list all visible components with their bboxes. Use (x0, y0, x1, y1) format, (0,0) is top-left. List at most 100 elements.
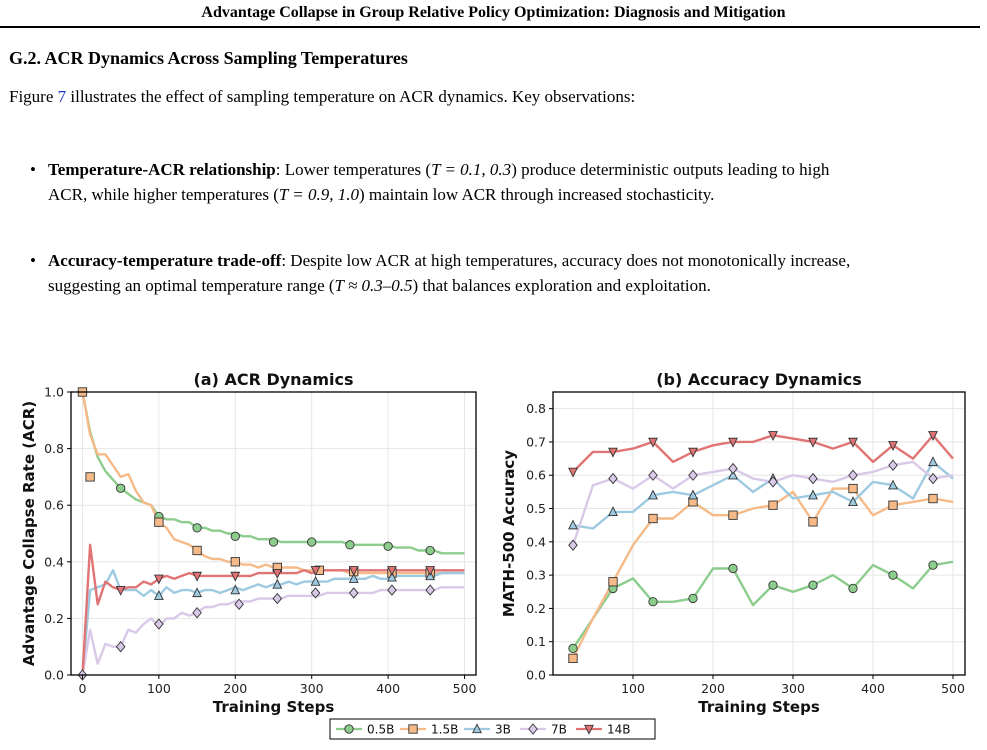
y-tick-label: 0.3 (526, 568, 546, 583)
bullet-math: T = 0.9, 1.0 (278, 185, 359, 204)
legend-label: 3B (495, 723, 511, 737)
bullet-label: Temperature-ACR relationship (48, 160, 276, 179)
data-point-1.5B (768, 500, 778, 510)
series-line-0.5B (81, 392, 465, 555)
bullet-math: T = 0.1, 0.3 (431, 160, 512, 179)
data-point-14B (192, 571, 203, 582)
bullet-text: suggesting an optimal temperature range … (48, 276, 335, 295)
y-tick-label: 0.4 (526, 534, 546, 549)
data-point-0.5B (848, 583, 858, 594)
series-line-3B (81, 569, 465, 675)
data-point-3B (728, 469, 738, 480)
series-lines (571, 434, 954, 659)
data-point-7B (768, 476, 778, 488)
data-point-3B (808, 489, 818, 500)
x-tick-label: 200 (701, 681, 725, 696)
data-point-14B (888, 441, 898, 451)
bullet-dot-icon: • (30, 160, 36, 179)
data-point-1.5B (808, 517, 818, 527)
bullet-text: ACR, while higher temperatures ( (48, 185, 279, 204)
data-point-7B (888, 459, 898, 471)
legend-marker (528, 723, 538, 735)
acr-dynamics-chart: 0 100 200 300 400 500 0.0 0.2 0.4 0.6 0.8 1.0 (a) AC… (20, 370, 477, 716)
x-tick-label: 300 (781, 681, 805, 696)
data-point-3B (608, 506, 618, 517)
data-point-14B (272, 568, 283, 579)
data-point-3B (153, 590, 164, 600)
data-point-7B (848, 469, 858, 481)
data-point-7B (272, 592, 283, 605)
data-point-14B (928, 431, 938, 441)
data-point-1.5B (230, 557, 240, 567)
data-point-1.5B (568, 653, 578, 664)
y-tick-label: 0.1 (526, 634, 546, 649)
data-point-0.5B (425, 545, 435, 556)
x-tick-label: 500 (941, 681, 965, 696)
data-point-1.5B (192, 545, 202, 556)
data-point-1.5B (848, 483, 858, 494)
data-point-0.5B (230, 531, 240, 541)
data-point-3B (928, 456, 938, 467)
legend-label: 7B (551, 723, 567, 737)
figure-ref-link[interactable]: 7 (57, 87, 67, 106)
data-point-7B (425, 584, 435, 596)
data-point-14B (688, 447, 698, 458)
data-point-0.5B (268, 537, 279, 547)
series-markers-14B (115, 566, 436, 596)
bullet-text: ) maintain low ACR through increased sto… (358, 185, 715, 204)
bullet-label: Accuracy-temperature trade-off (48, 251, 282, 270)
legend-label: 1.5B (431, 723, 458, 737)
figure-acr-temperature: 0 100 200 300 400 500 0.0 0.2 0.4 0.6 0.8 1.0 (a) AC… (20, 370, 966, 740)
legend-item-3B: 3B (464, 723, 511, 737)
data-point-7B (154, 618, 164, 630)
data-point-14B (348, 566, 359, 576)
y-tick-label: 0.0 (44, 668, 64, 683)
observation-bullet-temperature-acr: • Temperature-ACR relationship: Lower te… (30, 157, 980, 207)
data-point-7B (387, 584, 397, 596)
x-tick-label: 0 (78, 681, 86, 696)
data-point-14B (848, 437, 858, 448)
data-point-1.5B (648, 513, 658, 524)
data-point-14B (387, 566, 397, 576)
data-point-1.5B (888, 500, 898, 510)
data-point-14B (648, 437, 658, 448)
data-point-1.5B (928, 493, 938, 504)
data-point-7B (928, 472, 938, 485)
x-axis-label: Training Steps (213, 698, 335, 716)
data-point-1.5B (608, 577, 618, 587)
data-point-3B (648, 489, 658, 500)
data-point-0.5B (568, 643, 578, 654)
y-axis-label: MATH-500 Accuracy (500, 450, 518, 617)
intro-suffix: illustrates the effect of sampling tempe… (66, 87, 636, 106)
data-point-7B (688, 469, 698, 481)
data-point-0.5B (192, 523, 202, 533)
legend-item-0.5B: 0.5B (336, 723, 394, 737)
legend-box (329, 718, 656, 740)
data-point-0.5B (688, 593, 698, 604)
x-axis-label: Training Steps (698, 698, 820, 716)
legend-label: 14B (607, 723, 631, 737)
data-point-3B (848, 496, 858, 507)
series-markers-14B (568, 431, 938, 478)
data-point-7B (310, 587, 321, 599)
y-tick-label: 0.5 (526, 501, 546, 516)
series-lines (81, 392, 465, 675)
data-point-3B (568, 519, 578, 530)
series-markers-0.5B (116, 483, 435, 556)
series-line-14B (572, 434, 954, 473)
series-markers-7B (568, 459, 938, 551)
x-tick-label: 200 (223, 681, 247, 696)
legend-marker (344, 724, 354, 734)
legend-marker (472, 723, 482, 734)
series-markers-7B (77, 584, 435, 681)
bullet-text: ) produce deterministic outputs leading … (511, 160, 830, 179)
y-tick-label: 0.6 (526, 468, 546, 483)
bullet-text: ) that balances exploration and exploita… (412, 276, 711, 295)
chart-legend: 0.5B 1.5B 3B 7B 14B (329, 718, 656, 740)
series-markers-1.5B (568, 483, 938, 664)
data-point-0.5B (307, 537, 317, 547)
data-point-14B (310, 566, 321, 576)
data-point-7B (648, 469, 658, 481)
data-point-3B (387, 571, 397, 582)
legend-item-7B: 7B (520, 723, 567, 737)
